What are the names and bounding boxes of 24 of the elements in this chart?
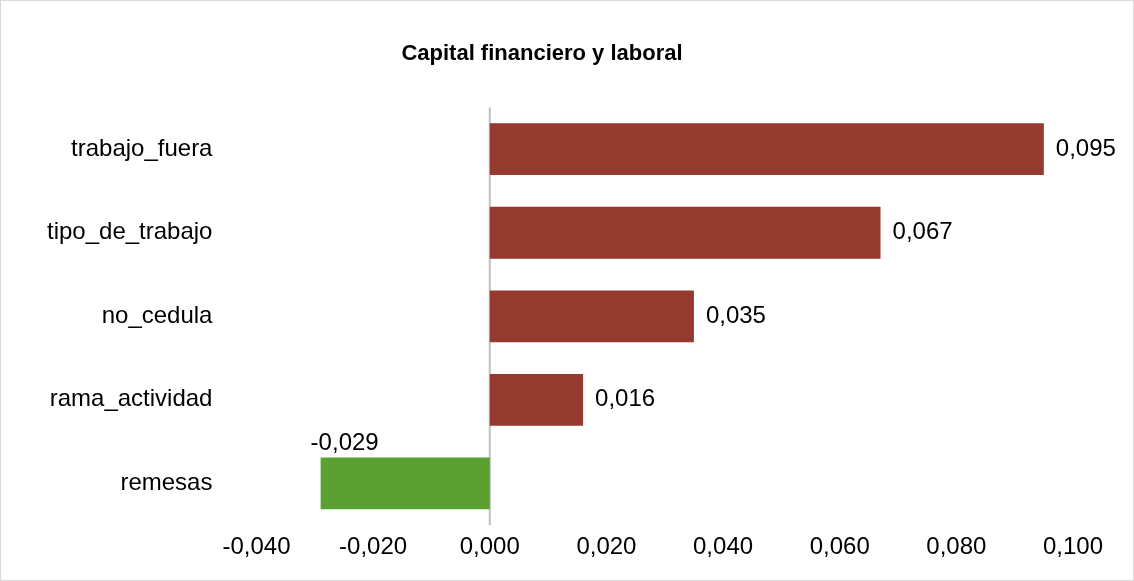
data-label: -0,029 xyxy=(310,428,379,456)
bar xyxy=(320,457,490,510)
y-tick-label: tipo_de_trabajo xyxy=(47,217,213,245)
x-tick-label: 0,000 xyxy=(459,532,520,560)
data-label: 0,095 xyxy=(1055,133,1116,161)
chart-title: Capital financiero y laboral xyxy=(401,40,683,66)
x-tick-label: 0,020 xyxy=(576,532,637,560)
bar xyxy=(489,206,881,259)
x-tick-label: 0,080 xyxy=(926,532,987,560)
data-label: 0,067 xyxy=(892,217,953,245)
bar xyxy=(489,373,584,426)
x-tick-label: -0,040 xyxy=(222,532,291,560)
data-label: 0,016 xyxy=(595,384,656,412)
x-tick-label: 0,100 xyxy=(1042,532,1104,560)
x-tick-label: 0,040 xyxy=(693,532,754,560)
data-label: 0,035 xyxy=(705,300,766,328)
x-tick-label: 0,060 xyxy=(809,532,870,560)
x-tick-label: -0,020 xyxy=(339,532,408,560)
y-tick-label: rama_actividad xyxy=(49,384,213,412)
bar xyxy=(489,290,694,343)
y-tick-label: remesas xyxy=(120,468,213,496)
y-tick-label: no_cedula xyxy=(101,300,214,328)
y-tick-label: trabajo_fuera xyxy=(71,133,214,161)
bar xyxy=(489,123,1044,176)
